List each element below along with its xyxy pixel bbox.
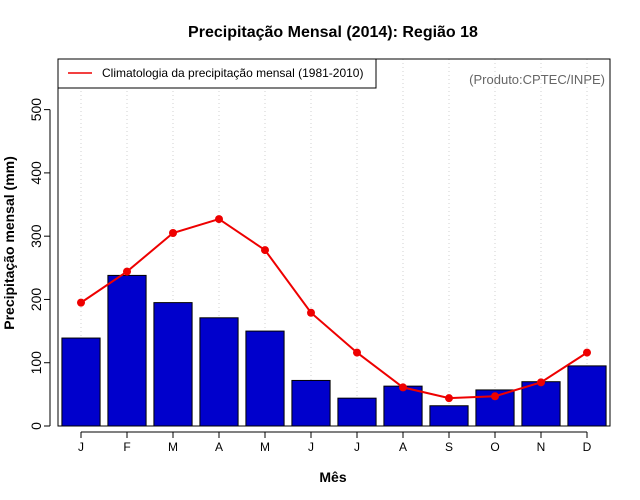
y-axis: 0 100 200 300 400 500 [28, 98, 51, 430]
legend-box [57, 58, 377, 89]
climatology-point-9 [445, 394, 453, 403]
x-tick-label-3: M [168, 440, 178, 454]
climatology-point-12 [583, 348, 591, 357]
x-tick-label-5: M [260, 440, 270, 454]
y-axis-label: Precipitação mensal (mm) [1, 156, 17, 330]
x-tick-label-8: A [399, 440, 407, 454]
y-tick-label-300: 300 [28, 224, 44, 248]
x-tick-label-9: S [445, 440, 453, 454]
climatology-point-3 [169, 229, 177, 238]
climatology-point-6 [307, 308, 315, 317]
bar-2 [107, 274, 147, 427]
bar-12 [567, 365, 607, 427]
x-tick-label-1: J [78, 440, 84, 454]
climatology-point-2 [123, 267, 131, 276]
legend: Climatologia da precipitação mensal (198… [57, 58, 377, 89]
bar-8 [383, 385, 423, 427]
bar-3 [153, 302, 193, 427]
x-tick-label-10: O [490, 440, 499, 454]
bar-11 [521, 381, 561, 427]
climatology-point-5 [261, 246, 269, 255]
source-annotation: (Produto:CPTEC/INPE) [469, 72, 605, 87]
x-tick-label-7: J [354, 440, 360, 454]
bar-1 [61, 337, 101, 427]
y-tick-label-200: 200 [28, 288, 44, 312]
climatology-line [80, 217, 588, 400]
x-axis-label: Mês [319, 469, 346, 485]
bar-7 [337, 397, 377, 427]
chart-title: Precipitação Mensal (2014): Região 18 [188, 24, 478, 41]
climatology-point-1 [77, 298, 85, 307]
climatology-point-4 [215, 215, 223, 224]
climatology-point-11 [537, 378, 545, 387]
x-tick-label-6: J [308, 440, 314, 454]
climatology-series [77, 215, 591, 403]
x-tick-label-12: D [583, 440, 592, 454]
x-tick-label-11: N [537, 440, 546, 454]
legend-entry-climatology: Climatologia da precipitação mensal (198… [102, 66, 363, 80]
y-tick-label-500: 500 [28, 98, 44, 122]
climatology-point-8 [399, 383, 407, 392]
y-tick-label-0: 0 [28, 422, 44, 430]
x-tick-label-2: F [123, 440, 130, 454]
x-tick-label-4: A [215, 440, 223, 454]
bar-4 [199, 317, 239, 427]
bar-6 [291, 379, 331, 427]
bar-5 [245, 330, 285, 427]
bar-9 [429, 405, 469, 427]
y-tick-label-400: 400 [28, 161, 44, 185]
bar-series [61, 274, 607, 427]
climatology-point-10 [491, 392, 499, 401]
y-tick-label-100: 100 [28, 351, 44, 375]
climatology-point-7 [353, 348, 361, 357]
